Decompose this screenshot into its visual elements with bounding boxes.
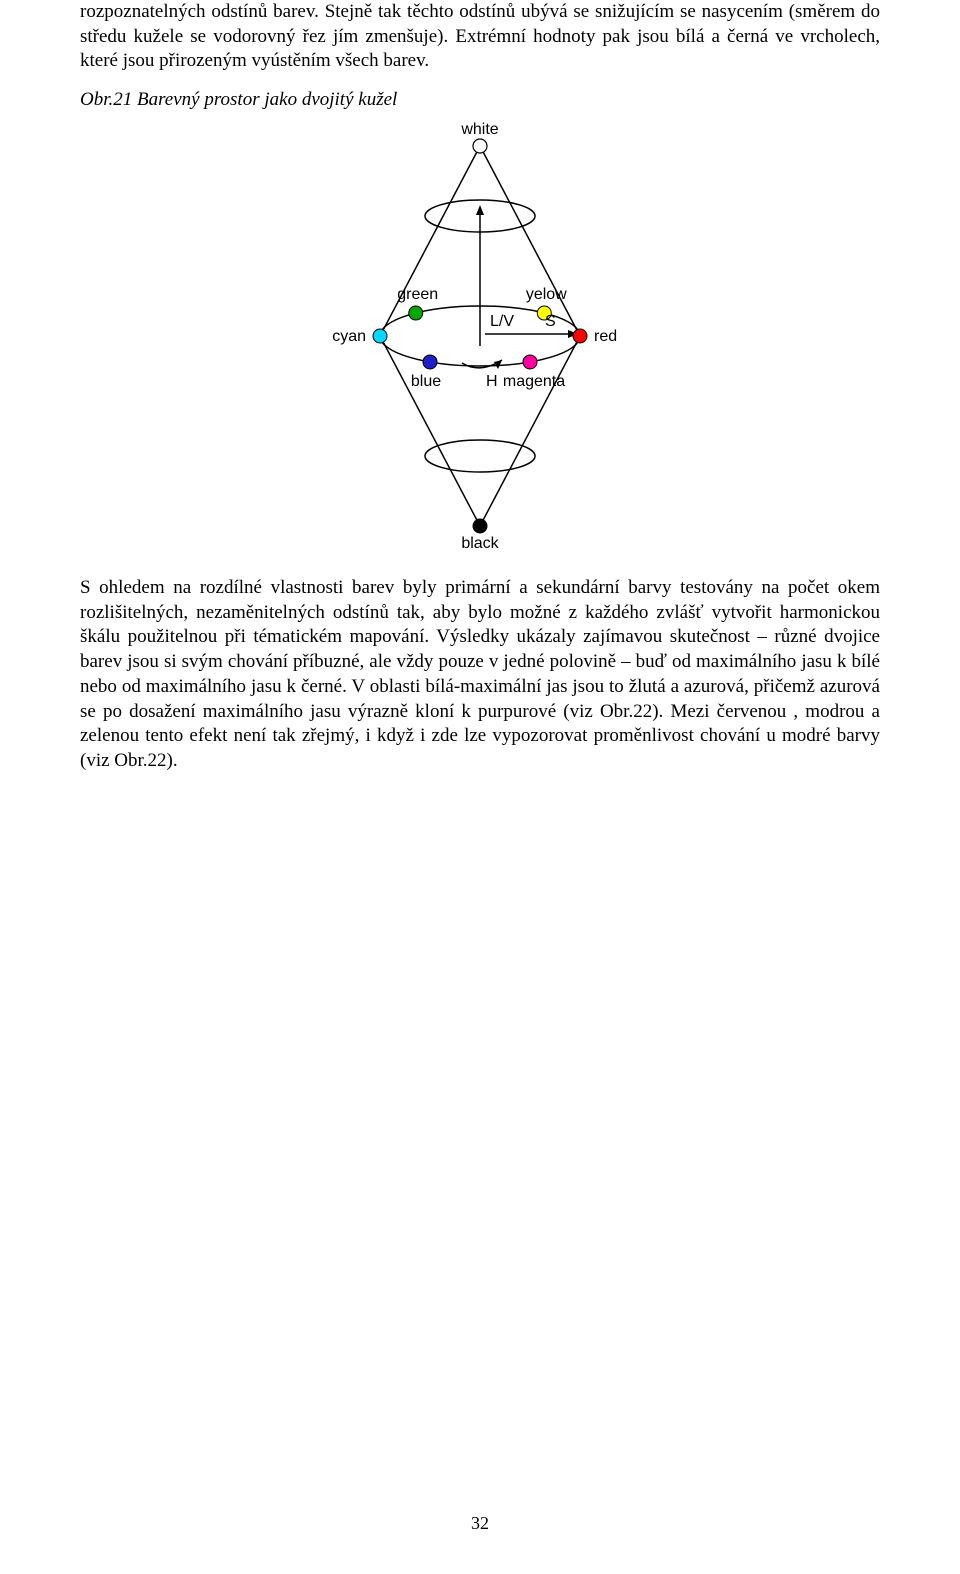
intro-paragraph: rozpoznatelných odstínů barev. Stejně ta… (80, 0, 880, 74)
svg-text:L/V: L/V (490, 313, 514, 330)
svg-text:magenta: magenta (503, 373, 565, 390)
svg-text:yelow: yelow (526, 286, 567, 303)
svg-text:black: black (461, 535, 499, 552)
svg-text:H: H (486, 373, 498, 390)
svg-text:green: green (397, 286, 438, 303)
results-paragraph: S ohledem na rozdílné vlastnosti barev b… (80, 576, 880, 774)
svg-text:white: white (460, 121, 498, 138)
svg-text:cyan: cyan (332, 328, 366, 345)
svg-text:red: red (594, 328, 617, 345)
svg-text:blue: blue (411, 373, 441, 390)
double-cone-diagram: white black green yelow cyan red blue magenta L/… (280, 116, 680, 556)
svg-text:S: S (545, 313, 556, 330)
figure-caption: Obr.21 Barevný prostor jako dvojitý kuže… (80, 89, 880, 111)
page-number: 32 (471, 1513, 489, 1534)
figure-container: white black green yelow cyan red blue magenta L/… (80, 116, 880, 556)
